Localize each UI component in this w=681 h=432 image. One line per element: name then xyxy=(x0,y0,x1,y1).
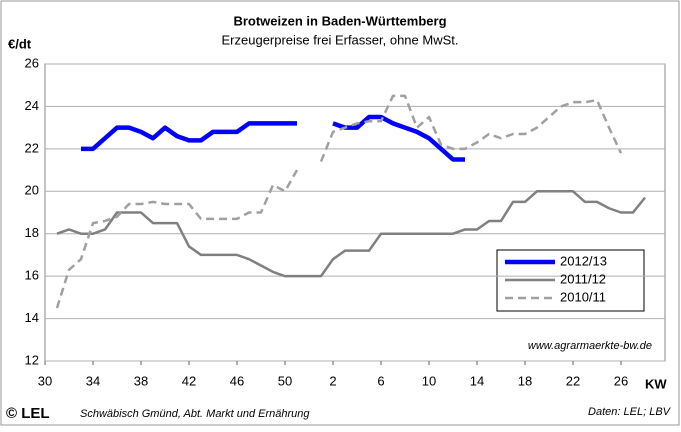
series-line xyxy=(55,94,623,309)
x-tick-label: 10 xyxy=(422,373,436,388)
chart-subtitle: Erzeugerpreise frei Erfasser, ohne MwSt. xyxy=(222,32,459,47)
y-tick-label: 26 xyxy=(25,55,39,70)
footer-left: Schwäbisch Gmünd, Abt. Markt und Ernähru… xyxy=(80,408,310,420)
series-line xyxy=(56,190,646,278)
y-tick-label: 24 xyxy=(25,98,39,113)
legend-label: 2012/13 xyxy=(560,253,607,268)
annotation: www.agrarmaerkte-bw.de xyxy=(528,340,652,352)
x-tick-label: 2 xyxy=(329,373,336,388)
x-tick-label: 18 xyxy=(518,373,532,388)
x-axis-label: KW xyxy=(645,376,667,391)
x-tick-label: 14 xyxy=(470,373,484,388)
legend-label: 2011/12 xyxy=(560,271,606,286)
y-axis-label: €/dt xyxy=(8,36,32,51)
legend-label: 2010/11 xyxy=(560,289,606,304)
footer-right: Daten: LEL; LBV xyxy=(588,406,672,418)
y-tick-label: 18 xyxy=(25,225,39,240)
x-tick-label: 26 xyxy=(614,373,628,388)
chart-title: Brotweizen in Baden-Württemberg xyxy=(233,13,446,28)
series-line xyxy=(81,114,465,162)
y-tick-label: 12 xyxy=(25,352,39,367)
logo: © LEL xyxy=(6,405,50,422)
x-tick-label: 22 xyxy=(566,373,580,388)
x-tick-label: 46 xyxy=(230,373,244,388)
x-tick-label: 6 xyxy=(377,373,384,388)
y-tick-label: 14 xyxy=(25,310,39,325)
x-tick-label: 34 xyxy=(86,373,100,388)
x-tick-label: 50 xyxy=(278,373,292,388)
y-tick-label: 16 xyxy=(25,268,39,283)
x-tick-label: 30 xyxy=(38,373,52,388)
x-tick-label: 42 xyxy=(182,373,196,388)
y-tick-label: 22 xyxy=(25,140,39,155)
y-tick-label: 20 xyxy=(25,183,39,198)
x-tick-label: 38 xyxy=(134,373,148,388)
